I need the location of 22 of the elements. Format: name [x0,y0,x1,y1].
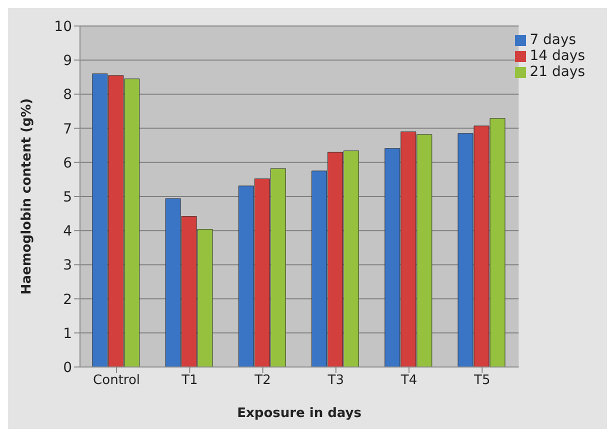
x-tick-label: T1 [180,373,198,388]
x-tick-label: T3 [326,373,344,388]
y-tick-label: 0 [63,360,72,376]
y-tick-label: 4 [63,224,72,240]
y-tick-label: 3 [63,258,72,274]
y-tick-label: 7 [63,121,72,138]
y-tick-label: 1 [63,326,72,342]
y-tick-label: 6 [63,155,72,172]
y-tick-label: 2 [63,292,72,308]
y-tick-label: 9 [63,53,72,70]
x-axis-title: Exposure in days [237,406,362,421]
y-tick-label: 5 [63,189,72,206]
legend-label: 21 days [530,64,585,80]
y-axis-title: Haemoglobin content (g%) [20,98,35,295]
legend-label: 14 days [530,48,585,64]
x-tick-label: T2 [254,373,271,388]
y-tick-label: 10 [54,18,72,35]
y-tick-label: 8 [63,87,72,104]
x-tick-label: T5 [473,373,490,388]
legend-label: 7 days [530,32,576,48]
x-tick-label: T4 [400,373,418,388]
x-tick-label: Control [93,373,140,388]
